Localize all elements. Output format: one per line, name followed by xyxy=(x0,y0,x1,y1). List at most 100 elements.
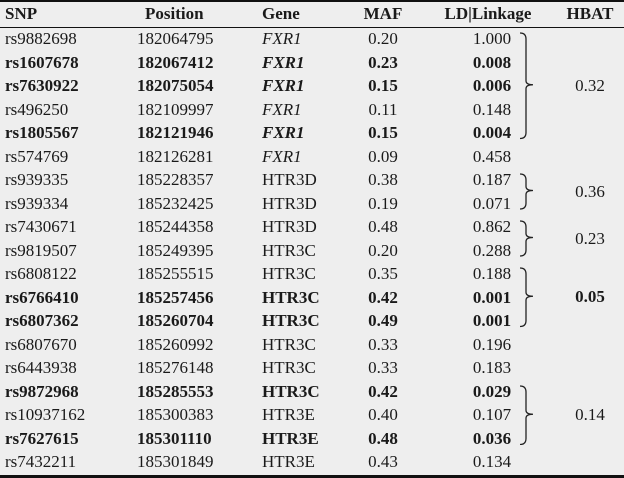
position-cell: 185249395 xyxy=(137,240,214,260)
position-cell: 185257456 xyxy=(137,287,214,307)
table-top-rule xyxy=(0,0,624,2)
gene-cell: FXR1 xyxy=(262,76,305,95)
position-cell: 182121946 xyxy=(137,123,214,142)
table-bottom-rule xyxy=(0,475,624,478)
group-brace xyxy=(519,384,534,445)
position-cell: 182109997 xyxy=(137,99,214,119)
position-cell: 185301110 xyxy=(137,428,212,448)
group-brace-path xyxy=(519,32,534,140)
group-brace-path xyxy=(519,267,534,328)
snp-cell: rs1607678 xyxy=(5,52,79,72)
gene-cell: FXR1 xyxy=(262,52,305,72)
position-cell: 185228357 xyxy=(137,170,214,189)
header-maf: MAF xyxy=(363,4,403,23)
ld-cell: 0.148 xyxy=(472,99,512,119)
header-gene: Gene xyxy=(262,4,300,23)
gene-cell: FXR1 xyxy=(262,99,302,119)
maf-cell: 0.48 xyxy=(368,428,398,448)
group-brace xyxy=(519,220,534,257)
ld-cell: 0.196 xyxy=(472,334,512,354)
position-cell: 185260704 xyxy=(137,311,214,330)
maf-cell: 0.09 xyxy=(368,146,398,166)
position-cell: 185244358 xyxy=(137,217,214,236)
gene-cell: FXR1 xyxy=(262,29,302,48)
hbat-value: 0.23 xyxy=(575,228,605,248)
position-cell: 185300383 xyxy=(137,405,214,424)
snp-cell: rs6766410 xyxy=(5,287,79,307)
snp-cell: rs9819507 xyxy=(5,240,77,260)
gene-cell: HTR3C xyxy=(262,240,316,260)
gene-cell: HTR3E xyxy=(262,452,315,471)
maf-cell: 0.20 xyxy=(368,240,398,260)
snp-cell: rs6808122 xyxy=(5,264,77,283)
group-brace-path xyxy=(519,173,534,210)
maf-cell: 0.33 xyxy=(368,334,398,354)
position-cell: 182064795 xyxy=(137,29,214,48)
position-cell: 185232425 xyxy=(137,193,214,213)
gene-cell: HTR3C xyxy=(262,311,320,330)
hbat-value: 0.36 xyxy=(575,181,605,201)
snp-cell: rs10937162 xyxy=(5,405,86,424)
maf-cell: 0.43 xyxy=(368,452,398,471)
snp-cell: rs7432211 xyxy=(5,452,77,471)
position-cell: 182126281 xyxy=(137,146,214,166)
hbat-value: 0.32 xyxy=(575,75,605,95)
hbat-value: 0.14 xyxy=(575,404,605,424)
gene-cell: HTR3C xyxy=(262,358,316,377)
ld-cell: 0.006 xyxy=(472,76,512,95)
maf-cell: 0.15 xyxy=(368,123,398,142)
snp-cell: rs9872968 xyxy=(5,381,79,401)
ld-cell: 0.458 xyxy=(472,146,512,166)
snp-cell: rs9882698 xyxy=(5,29,77,48)
maf-cell: 0.19 xyxy=(368,193,398,213)
ld-cell: 1.000 xyxy=(472,29,512,48)
maf-cell: 0.38 xyxy=(368,170,398,189)
snp-cell: rs7630922 xyxy=(5,76,79,95)
gene-cell: HTR3C xyxy=(262,334,316,354)
position-cell: 185255515 xyxy=(137,264,214,283)
group-brace-path xyxy=(519,384,534,445)
maf-cell: 0.49 xyxy=(368,311,398,330)
gene-cell: HTR3D xyxy=(262,217,317,236)
group-brace xyxy=(519,173,534,210)
group-brace-path xyxy=(519,220,534,257)
snp-cell: rs1805567 xyxy=(5,123,79,142)
ld-cell: 0.187 xyxy=(472,170,512,189)
snp-cell: rs6807362 xyxy=(5,311,79,330)
maf-cell: 0.15 xyxy=(368,76,398,95)
maf-cell: 0.42 xyxy=(368,381,398,401)
gene-cell: HTR3C xyxy=(262,264,316,283)
ld-cell: 0.004 xyxy=(472,123,512,142)
position-cell: 185285553 xyxy=(137,381,214,401)
ld-cell: 0.071 xyxy=(472,193,512,213)
group-brace xyxy=(519,32,534,140)
maf-cell: 0.33 xyxy=(368,358,398,377)
header-position: Position xyxy=(145,4,204,23)
position-cell: 185260992 xyxy=(137,334,214,354)
snp-cell: rs939335 xyxy=(5,170,69,189)
ld-cell: 0.188 xyxy=(472,264,512,283)
header-ld-linkage: LD|Linkage xyxy=(444,4,532,23)
gene-cell: HTR3D xyxy=(262,170,317,189)
snp-cell: rs6807670 xyxy=(5,334,77,354)
maf-cell: 0.23 xyxy=(368,52,398,72)
ld-cell: 0.029 xyxy=(472,381,512,401)
maf-cell: 0.42 xyxy=(368,287,398,307)
position-cell: 185276148 xyxy=(137,358,214,377)
maf-cell: 0.40 xyxy=(368,405,398,424)
ld-cell: 0.288 xyxy=(472,240,512,260)
gene-cell: HTR3D xyxy=(262,193,317,213)
maf-cell: 0.11 xyxy=(368,99,398,119)
ld-cell: 0.107 xyxy=(472,405,512,424)
snp-cell: rs939334 xyxy=(5,193,69,213)
snp-cell: rs496250 xyxy=(5,99,69,119)
ld-cell: 0.008 xyxy=(472,52,512,72)
position-cell: 185301849 xyxy=(137,452,214,471)
position-cell: 182075054 xyxy=(137,76,214,95)
ld-cell: 0.134 xyxy=(472,452,512,471)
gene-cell: FXR1 xyxy=(262,146,302,166)
maf-cell: 0.35 xyxy=(368,264,398,283)
ld-cell: 0.036 xyxy=(472,428,512,448)
snp-cell: rs7627615 xyxy=(5,428,79,448)
